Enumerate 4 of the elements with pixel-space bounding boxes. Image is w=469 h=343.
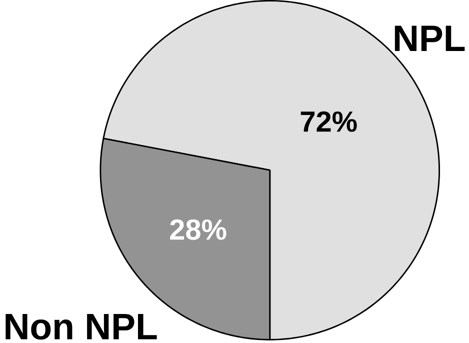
data-label: 28%: [170, 219, 226, 240]
slice-label: Non NPL: [6, 314, 157, 340]
data-label: 72%: [300, 111, 357, 132]
slice-label: NPL: [394, 26, 465, 52]
